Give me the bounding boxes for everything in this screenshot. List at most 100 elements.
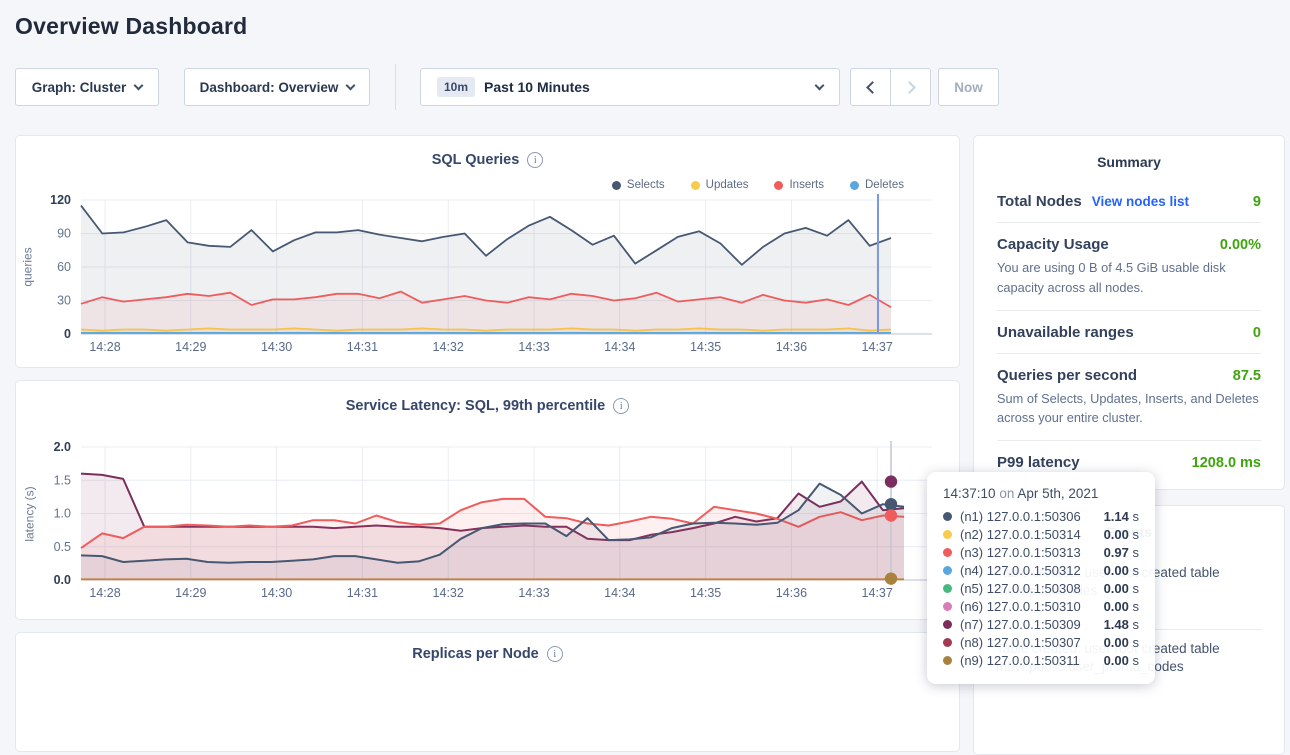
toolbar-divider (395, 64, 396, 110)
summary-description: Sum of Selects, Updates, Inserts, and De… (997, 389, 1261, 429)
chevron-down-icon (346, 80, 356, 90)
svg-text:14:34: 14:34 (604, 586, 635, 600)
tooltip-timestamp: 14:37:10 on Apr 5th, 2021 (943, 486, 1139, 501)
tooltip-node-row: (n2) 127.0.0.1:50314 0.00 s (943, 525, 1139, 543)
node-color-dot-icon (943, 656, 952, 665)
legend-item-inserts[interactable]: Inserts (774, 179, 824, 191)
tooltip-node-row: (n9) 127.0.0.1:50311 0.00 s (943, 651, 1139, 669)
summary-panel: Summary Total Nodes View nodes list 9 Ca… (973, 135, 1285, 490)
svg-text:14:32: 14:32 (433, 340, 464, 354)
summary-value: 9 (1253, 194, 1261, 210)
svg-text:14:28: 14:28 (89, 586, 120, 600)
node-color-dot-icon (943, 584, 952, 593)
tooltip-node-row: (n1) 127.0.0.1:50306 1.14 s (943, 507, 1139, 525)
svg-text:0: 0 (64, 327, 71, 341)
chevron-down-icon (815, 80, 825, 90)
node-color-dot-icon (943, 512, 952, 521)
svg-text:14:37: 14:37 (862, 586, 893, 600)
time-range-selector[interactable]: 10m Past 10 Minutes (420, 68, 840, 106)
svg-text:14:29: 14:29 (175, 586, 206, 600)
sql-y-axis-label: queries (21, 247, 35, 286)
svg-text:14:36: 14:36 (776, 340, 807, 354)
now-button[interactable]: Now (938, 68, 999, 106)
node-color-dot-icon (943, 602, 952, 611)
summary-row: Queries per second 87.5 Sum of Selects, … (997, 353, 1261, 441)
svg-text:0.5: 0.5 (54, 540, 71, 554)
summary-label: Unavailable ranges (997, 324, 1134, 341)
tooltip-node-row: (n3) 127.0.0.1:50313 0.97 s (943, 543, 1139, 561)
tooltip-node-row: (n7) 127.0.0.1:50309 1.48 s (943, 615, 1139, 633)
summary-row: Total Nodes View nodes list 9 (997, 180, 1261, 222)
tooltip-node-row: (n5) 127.0.0.1:50308 0.00 s (943, 579, 1139, 597)
legend-item-updates[interactable]: Updates (691, 179, 749, 191)
chart-hover-tooltip: 14:37:10 on Apr 5th, 2021 (n1) 127.0.0.1… (927, 472, 1155, 684)
node-color-dot-icon (943, 566, 952, 575)
info-icon[interactable]: i (527, 152, 543, 168)
svg-text:90: 90 (57, 227, 71, 241)
svg-text:14:33: 14:33 (518, 340, 549, 354)
info-icon[interactable]: i (547, 646, 563, 662)
summary-description: You are using 0 B of 4.5 GiB usable disk… (997, 258, 1261, 298)
svg-text:14:29: 14:29 (175, 340, 206, 354)
svg-text:60: 60 (57, 260, 71, 274)
svg-text:14:34: 14:34 (604, 340, 635, 354)
service-latency-card: Service Latency: SQL, 99th percentile i … (15, 380, 960, 620)
view-nodes-list-link[interactable]: View nodes list (1092, 194, 1189, 209)
service-latency-title: Service Latency: SQL, 99th percentile (346, 398, 606, 414)
legend-item-deletes[interactable]: Deletes (850, 179, 904, 191)
summary-value: 1208.0 ms (1192, 455, 1261, 471)
summary-row: Unavailable ranges 0 (997, 310, 1261, 353)
summary-label: Queries per second (997, 367, 1137, 384)
tooltip-node-row: (n4) 127.0.0.1:50312 0.00 s (943, 561, 1139, 579)
legend-dot-icon (774, 181, 783, 190)
svg-text:30: 30 (57, 294, 71, 308)
sql-queries-title: SQL Queries (432, 152, 520, 168)
summary-label: P99 latency (997, 454, 1080, 471)
summary-row: Capacity Usage 0.00% You are using 0 B o… (997, 222, 1261, 310)
time-prev-button[interactable] (850, 68, 891, 106)
summary-value: 87.5 (1233, 368, 1261, 384)
node-color-dot-icon (943, 530, 952, 539)
summary-value: 0.00% (1220, 237, 1261, 253)
svg-text:1.5: 1.5 (54, 473, 71, 487)
svg-text:1.0: 1.0 (54, 507, 71, 521)
service-latency-chart[interactable]: 0.0 0.5 1.0 1.5 2.0 14:28 14:29 14:30 14:31 14:32… (16, 381, 961, 621)
dashboard-dropdown[interactable]: Dashboard: Overview (184, 68, 370, 106)
svg-text:14:33: 14:33 (518, 586, 549, 600)
info-icon[interactable]: i (613, 398, 629, 414)
graph-dropdown[interactable]: Graph: Cluster (15, 68, 159, 106)
svg-text:14:37: 14:37 (862, 340, 893, 354)
svg-text:14:30: 14:30 (261, 340, 292, 354)
graph-dropdown-label: Graph: Cluster (32, 80, 127, 95)
node-color-dot-icon (943, 620, 952, 629)
svg-text:14:30: 14:30 (261, 586, 292, 600)
time-range-badge: 10m (437, 77, 475, 97)
chevron-right-icon (903, 81, 916, 94)
sql-queries-legend: Selects Updates Inserts Deletes (612, 179, 904, 191)
svg-text:14:31: 14:31 (347, 586, 378, 600)
summary-label: Capacity Usage (997, 236, 1109, 253)
svg-text:14:35: 14:35 (690, 340, 721, 354)
summary-value: 0 (1253, 325, 1261, 341)
page-title: Overview Dashboard (15, 13, 247, 40)
node-color-dot-icon (943, 638, 952, 647)
legend-dot-icon (612, 181, 621, 190)
sql-queries-chart[interactable]: 030609012014:2814:2914:3014:3114:3214:33… (16, 136, 961, 369)
svg-text:14:32: 14:32 (433, 586, 464, 600)
legend-item-selects[interactable]: Selects (612, 179, 665, 191)
legend-dot-icon (850, 181, 859, 190)
chevron-left-icon (866, 81, 879, 94)
svg-text:14:36: 14:36 (776, 586, 807, 600)
svg-text:14:35: 14:35 (690, 586, 721, 600)
legend-dot-icon (691, 181, 700, 190)
time-range-label: Past 10 Minutes (484, 79, 590, 95)
latency-y-axis-label: latency (s) (23, 486, 37, 541)
sql-queries-card: SQL Queries i Selects Updates Inserts De… (15, 135, 960, 368)
time-next-button[interactable] (890, 68, 931, 106)
svg-text:2.0: 2.0 (54, 440, 71, 454)
summary-title: Summary (997, 136, 1261, 180)
svg-text:14:28: 14:28 (89, 340, 120, 354)
node-color-dot-icon (943, 548, 952, 557)
replicas-per-node-card: Replicas per Node i (15, 632, 960, 752)
svg-text:0.0: 0.0 (54, 573, 71, 587)
